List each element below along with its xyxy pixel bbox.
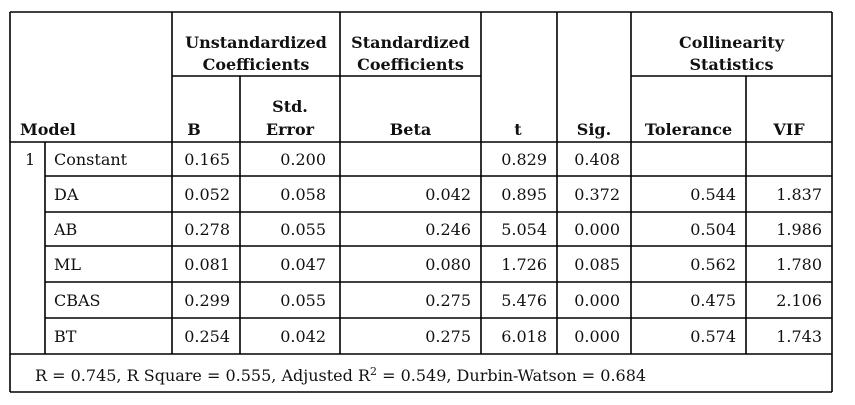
cell-t: 1.726 (501, 255, 547, 274)
footer-superscript: 2 (370, 365, 377, 378)
row-label: DA (54, 185, 79, 204)
cell-se: 0.200 (280, 150, 326, 169)
cell-b: 0.165 (184, 150, 230, 169)
footer-text-rest: = 0.549, Durbin-Watson = 0.684 (377, 366, 646, 385)
cell-t: 5.054 (501, 220, 547, 239)
cell-beta: 0.042 (425, 185, 471, 204)
unstd-group-header: Unstandardized (185, 33, 327, 52)
cell-b: 0.052 (184, 185, 230, 204)
cell-vif: 1.986 (776, 220, 822, 239)
cell-b: 0.278 (184, 220, 230, 239)
cell-beta: 0.246 (425, 220, 471, 239)
cell-tol: 0.504 (690, 220, 736, 239)
cell-b: 0.254 (184, 327, 230, 346)
cell-sig: 0.000 (574, 220, 620, 239)
cell-t: 6.018 (501, 327, 547, 346)
cell-se: 0.042 (280, 327, 326, 346)
cell-vif: 1.780 (776, 255, 822, 274)
cell-se: 0.055 (280, 220, 326, 239)
std-error-header: Error (266, 120, 315, 139)
cell-tol: 0.574 (690, 327, 736, 346)
row-label: ML (54, 255, 81, 274)
unstd-group-header: Coefficients (203, 55, 310, 74)
table-text: Unstandardized Coefficients Standardized Co… (20, 33, 822, 385)
sig-header: Sig. (577, 120, 611, 139)
cell-vif: 1.743 (776, 327, 822, 346)
std-group-header: Coefficients (357, 55, 464, 74)
std-error-header: Std. (272, 97, 308, 116)
cell-se: 0.055 (280, 291, 326, 310)
model-number: 1 (25, 150, 35, 169)
cell-b: 0.299 (184, 291, 230, 310)
cell-se: 0.047 (280, 255, 326, 274)
cell-sig: 0.372 (574, 185, 620, 204)
cell-se: 0.058 (280, 185, 326, 204)
collin-group-header: Statistics (689, 55, 773, 74)
cell-vif: 1.837 (776, 185, 822, 204)
cell-beta: 0.275 (425, 291, 471, 310)
std-group-header: Standardized (351, 33, 470, 52)
footer-text-main: R = 0.745, R Square = 0.555, Adjusted R (35, 366, 371, 385)
vif-header: VIF (772, 120, 805, 139)
beta-header: Beta (390, 120, 431, 139)
cell-sig: 0.000 (574, 327, 620, 346)
tolerance-header: Tolerance (645, 120, 732, 139)
cell-beta: 0.080 (425, 255, 471, 274)
cell-sig: 0.085 (574, 255, 620, 274)
cell-t: 0.829 (501, 150, 547, 169)
cell-beta: 0.275 (425, 327, 471, 346)
cell-b: 0.081 (184, 255, 230, 274)
cell-tol: 0.562 (690, 255, 736, 274)
row-label: Constant (54, 150, 128, 169)
cell-t: 5.476 (501, 291, 547, 310)
model-header: Model (20, 120, 76, 139)
model-summary-footer: R = 0.745, R Square = 0.555, Adjusted R2… (35, 365, 646, 385)
cell-tol: 0.475 (690, 291, 736, 310)
collin-group-header: Collinearity (679, 33, 785, 52)
row-label: CBAS (54, 291, 101, 310)
row-label: AB (53, 220, 77, 239)
cell-sig: 0.408 (574, 150, 620, 169)
cell-sig: 0.000 (574, 291, 620, 310)
cell-tol: 0.544 (690, 185, 736, 204)
b-header: B (187, 120, 201, 139)
row-label: BT (54, 327, 77, 346)
table-grid (9, 11, 833, 393)
t-header: t (514, 120, 522, 139)
cell-vif: 2.106 (776, 291, 822, 310)
cell-t: 0.895 (501, 185, 547, 204)
